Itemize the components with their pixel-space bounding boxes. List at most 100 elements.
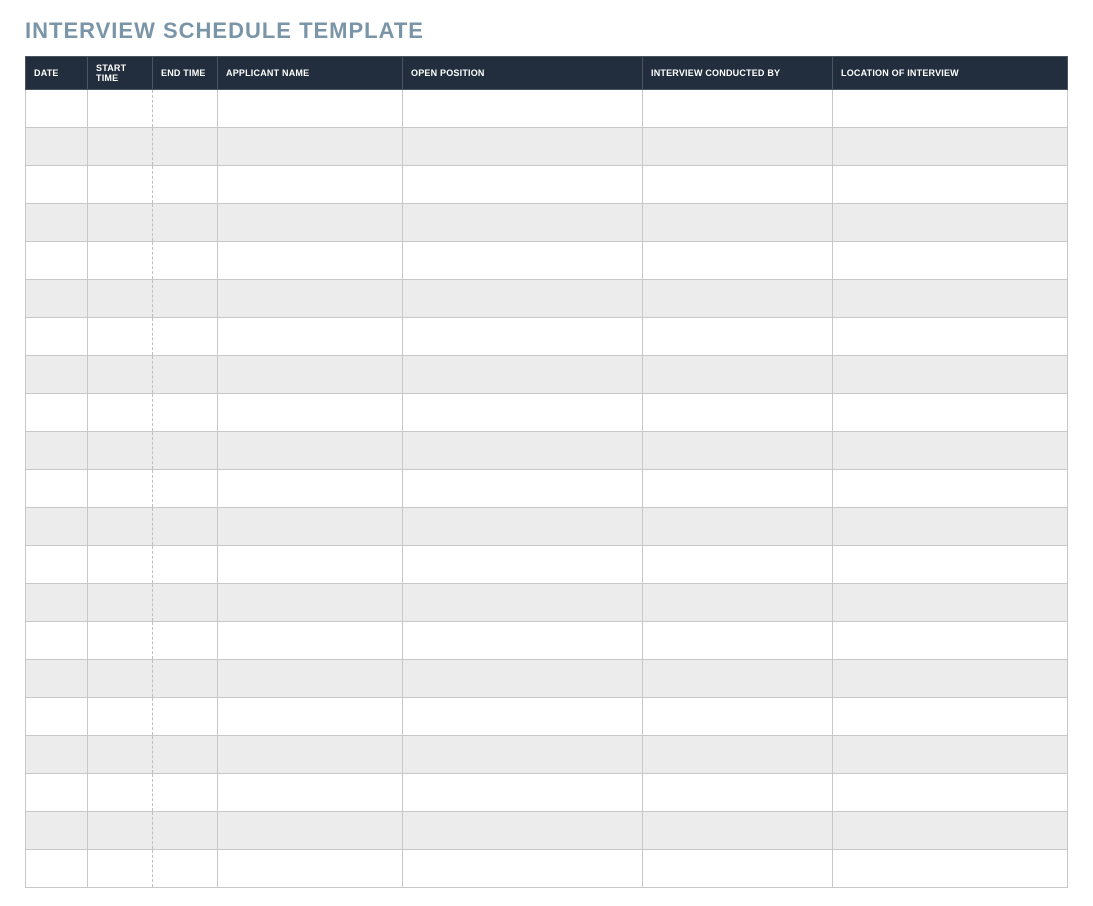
cell-location[interactable] [833, 546, 1068, 584]
cell-open_position[interactable] [403, 584, 643, 622]
cell-location[interactable] [833, 584, 1068, 622]
cell-open_position[interactable] [403, 470, 643, 508]
cell-start_time[interactable] [88, 242, 153, 280]
cell-location[interactable] [833, 850, 1068, 888]
cell-location[interactable] [833, 470, 1068, 508]
cell-location[interactable] [833, 622, 1068, 660]
cell-conducted_by[interactable] [643, 280, 833, 318]
cell-open_position[interactable] [403, 166, 643, 204]
cell-end_time[interactable] [153, 622, 218, 660]
cell-open_position[interactable] [403, 242, 643, 280]
cell-date[interactable] [26, 546, 88, 584]
cell-open_position[interactable] [403, 774, 643, 812]
cell-open_position[interactable] [403, 394, 643, 432]
cell-applicant_name[interactable] [218, 698, 403, 736]
cell-location[interactable] [833, 280, 1068, 318]
cell-open_position[interactable] [403, 90, 643, 128]
cell-date[interactable] [26, 736, 88, 774]
cell-end_time[interactable] [153, 432, 218, 470]
cell-conducted_by[interactable] [643, 394, 833, 432]
cell-start_time[interactable] [88, 698, 153, 736]
cell-applicant_name[interactable] [218, 318, 403, 356]
cell-conducted_by[interactable] [643, 166, 833, 204]
cell-open_position[interactable] [403, 280, 643, 318]
cell-location[interactable] [833, 508, 1068, 546]
cell-start_time[interactable] [88, 166, 153, 204]
cell-date[interactable] [26, 128, 88, 166]
cell-end_time[interactable] [153, 660, 218, 698]
cell-start_time[interactable] [88, 204, 153, 242]
cell-end_time[interactable] [153, 812, 218, 850]
cell-end_time[interactable] [153, 774, 218, 812]
cell-date[interactable] [26, 850, 88, 888]
cell-open_position[interactable] [403, 736, 643, 774]
cell-conducted_by[interactable] [643, 584, 833, 622]
cell-start_time[interactable] [88, 90, 153, 128]
cell-conducted_by[interactable] [643, 90, 833, 128]
cell-applicant_name[interactable] [218, 508, 403, 546]
cell-location[interactable] [833, 698, 1068, 736]
cell-conducted_by[interactable] [643, 850, 833, 888]
cell-end_time[interactable] [153, 736, 218, 774]
cell-applicant_name[interactable] [218, 774, 403, 812]
cell-applicant_name[interactable] [218, 850, 403, 888]
cell-date[interactable] [26, 432, 88, 470]
cell-date[interactable] [26, 280, 88, 318]
cell-start_time[interactable] [88, 432, 153, 470]
cell-conducted_by[interactable] [643, 546, 833, 584]
cell-open_position[interactable] [403, 812, 643, 850]
cell-applicant_name[interactable] [218, 356, 403, 394]
cell-applicant_name[interactable] [218, 470, 403, 508]
cell-location[interactable] [833, 774, 1068, 812]
cell-end_time[interactable] [153, 394, 218, 432]
cell-date[interactable] [26, 622, 88, 660]
cell-start_time[interactable] [88, 470, 153, 508]
cell-conducted_by[interactable] [643, 774, 833, 812]
cell-start_time[interactable] [88, 128, 153, 166]
cell-open_position[interactable] [403, 546, 643, 584]
cell-conducted_by[interactable] [643, 736, 833, 774]
cell-end_time[interactable] [153, 90, 218, 128]
cell-applicant_name[interactable] [218, 280, 403, 318]
cell-applicant_name[interactable] [218, 432, 403, 470]
cell-open_position[interactable] [403, 850, 643, 888]
cell-start_time[interactable] [88, 736, 153, 774]
cell-date[interactable] [26, 204, 88, 242]
cell-end_time[interactable] [153, 318, 218, 356]
cell-location[interactable] [833, 812, 1068, 850]
cell-end_time[interactable] [153, 242, 218, 280]
cell-conducted_by[interactable] [643, 508, 833, 546]
cell-date[interactable] [26, 812, 88, 850]
cell-applicant_name[interactable] [218, 660, 403, 698]
cell-applicant_name[interactable] [218, 90, 403, 128]
cell-start_time[interactable] [88, 774, 153, 812]
cell-applicant_name[interactable] [218, 622, 403, 660]
cell-conducted_by[interactable] [643, 812, 833, 850]
cell-start_time[interactable] [88, 584, 153, 622]
cell-start_time[interactable] [88, 356, 153, 394]
cell-end_time[interactable] [153, 508, 218, 546]
cell-location[interactable] [833, 204, 1068, 242]
cell-end_time[interactable] [153, 166, 218, 204]
cell-conducted_by[interactable] [643, 356, 833, 394]
cell-applicant_name[interactable] [218, 736, 403, 774]
cell-open_position[interactable] [403, 432, 643, 470]
cell-conducted_by[interactable] [643, 432, 833, 470]
cell-conducted_by[interactable] [643, 242, 833, 280]
cell-open_position[interactable] [403, 698, 643, 736]
cell-location[interactable] [833, 242, 1068, 280]
cell-date[interactable] [26, 698, 88, 736]
cell-location[interactable] [833, 660, 1068, 698]
cell-applicant_name[interactable] [218, 812, 403, 850]
cell-open_position[interactable] [403, 660, 643, 698]
cell-date[interactable] [26, 318, 88, 356]
cell-location[interactable] [833, 432, 1068, 470]
cell-open_position[interactable] [403, 204, 643, 242]
cell-end_time[interactable] [153, 546, 218, 584]
cell-applicant_name[interactable] [218, 546, 403, 584]
cell-conducted_by[interactable] [643, 128, 833, 166]
cell-start_time[interactable] [88, 280, 153, 318]
cell-end_time[interactable] [153, 470, 218, 508]
cell-start_time[interactable] [88, 622, 153, 660]
cell-start_time[interactable] [88, 508, 153, 546]
